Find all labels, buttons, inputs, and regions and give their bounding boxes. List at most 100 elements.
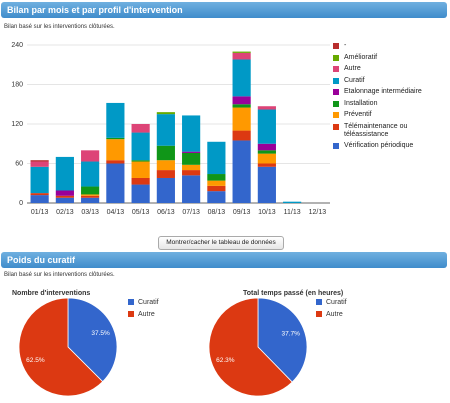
bar-segment xyxy=(81,195,100,198)
bar-segment xyxy=(55,197,74,203)
bar-segment xyxy=(182,164,201,171)
bar-segment xyxy=(232,96,251,105)
bar-segment xyxy=(131,161,150,178)
x-tick-label: 03/13 xyxy=(81,209,99,216)
bar-segment xyxy=(232,59,251,97)
legend-swatch xyxy=(316,299,322,305)
pie-slice xyxy=(257,297,308,383)
bar-segment xyxy=(232,130,251,141)
legend-swatch xyxy=(128,299,134,305)
legend-swatch xyxy=(333,123,339,130)
legend-swatch xyxy=(316,311,322,317)
x-tick-label: 04/13 xyxy=(107,209,125,216)
bar-segment xyxy=(156,112,175,115)
pie-value-label: 62.5% xyxy=(26,357,45,364)
legend-label: Curatif xyxy=(344,76,365,84)
x-tick-label: 01/13 xyxy=(31,209,49,216)
legend-swatch xyxy=(333,100,339,107)
bar-segment xyxy=(207,180,226,186)
x-tick-label: 12/13 xyxy=(309,209,327,216)
bar-segment xyxy=(207,191,226,203)
legend-item: Installation xyxy=(333,100,448,108)
x-tick-label: 02/13 xyxy=(56,209,74,216)
legend-label: Télémaintenance ou téléassistance xyxy=(344,122,408,138)
legend-swatch xyxy=(333,112,339,118)
bar-segment xyxy=(257,143,276,151)
bar-segment xyxy=(106,102,125,138)
legend-label: Autre xyxy=(138,311,155,318)
legend-label: Autre xyxy=(326,311,343,318)
legend-swatch xyxy=(333,77,339,84)
bar-segment xyxy=(257,166,276,203)
bar-segment xyxy=(156,170,175,178)
bar-segment xyxy=(55,190,74,196)
y-tick-label: 0 xyxy=(19,200,23,207)
bar-segment xyxy=(257,109,276,144)
bar-segment xyxy=(156,114,175,146)
bar-segment xyxy=(81,150,100,162)
bar-segment xyxy=(156,160,175,171)
y-tick-label: 60 xyxy=(15,160,23,167)
bar-segment xyxy=(81,197,100,203)
legend-label: Curatif xyxy=(326,299,347,306)
bar-segment xyxy=(30,160,49,162)
bar-segment xyxy=(131,124,150,133)
x-tick-label: 05/13 xyxy=(132,209,150,216)
legend-label: Autre xyxy=(344,65,361,72)
bar-chart: 0 60 120 180 240 01/13 02/13 03/13 04/13 05/13 06/… xyxy=(11,42,330,216)
bar-segment xyxy=(257,106,276,110)
bar-segment xyxy=(131,184,150,203)
bar-segment xyxy=(257,163,276,167)
x-tick-label: 07/13 xyxy=(182,209,200,216)
bar-segment xyxy=(81,194,100,196)
bar-segment xyxy=(55,156,74,191)
bar-segment xyxy=(257,150,276,154)
pie-value-label: 62.3% xyxy=(216,357,235,364)
section-subtitle: Bilan basé sur les interventions clôturé… xyxy=(4,272,115,278)
pie-charts: Nombre d'interventions 37.5% Curatif 62.5% A… xyxy=(12,290,347,397)
legend-label: Etalonnage intermédiaire xyxy=(344,88,422,95)
legend-item: - xyxy=(333,42,448,50)
pie-title: Nombre d'interventions xyxy=(12,290,90,297)
bar-segment xyxy=(182,170,201,176)
y-tick-label: 120 xyxy=(11,121,23,128)
legend-item: Autre xyxy=(333,65,448,73)
bar-segment xyxy=(232,51,251,53)
section-subtitle: Bilan basé sur les interventions clôturé… xyxy=(4,24,115,30)
legend-swatch xyxy=(333,89,339,95)
bar-segment xyxy=(232,104,251,108)
bar-segment xyxy=(106,137,125,140)
y-tick-label: 240 xyxy=(11,42,23,49)
section-header: Poids du curatif xyxy=(1,252,447,268)
section-header: Bilan par mois et par profil d'intervent… xyxy=(1,2,447,18)
toggle-table-button[interactable]: Montrer/cacher le tableau de données xyxy=(158,236,284,250)
bar-segment xyxy=(182,115,201,152)
y-tick-label: 180 xyxy=(11,81,23,88)
pie-value-label: 37.7% xyxy=(281,330,300,337)
legend-swatch xyxy=(333,43,339,49)
legend-swatch xyxy=(333,143,339,149)
bar-segment xyxy=(156,145,175,161)
legend-item: Télémaintenance ou téléassistance xyxy=(333,123,448,139)
legend-label: Curatif xyxy=(138,299,159,306)
bar-segment xyxy=(207,174,226,181)
legend-item: Curatif xyxy=(333,77,448,85)
bar-segment xyxy=(131,132,150,161)
bar-segment xyxy=(182,175,201,203)
legend-item: Amélioratif xyxy=(333,54,448,62)
bar-segment xyxy=(156,177,175,203)
legend-swatch xyxy=(128,311,134,317)
bar-segment xyxy=(106,160,125,164)
bar-segment xyxy=(106,163,125,203)
bar-segment xyxy=(30,166,49,194)
pie-value-label: 37.5% xyxy=(91,330,110,337)
pie-title: Total temps passé (en heures) xyxy=(243,290,343,297)
bar-segment xyxy=(131,160,150,162)
bar-segment xyxy=(232,52,251,60)
bar-segment xyxy=(207,185,226,192)
bar-segment xyxy=(30,195,49,203)
bar-segment xyxy=(81,161,100,187)
legend-item: Vérification périodique xyxy=(333,142,448,150)
bar-segment xyxy=(30,161,49,167)
